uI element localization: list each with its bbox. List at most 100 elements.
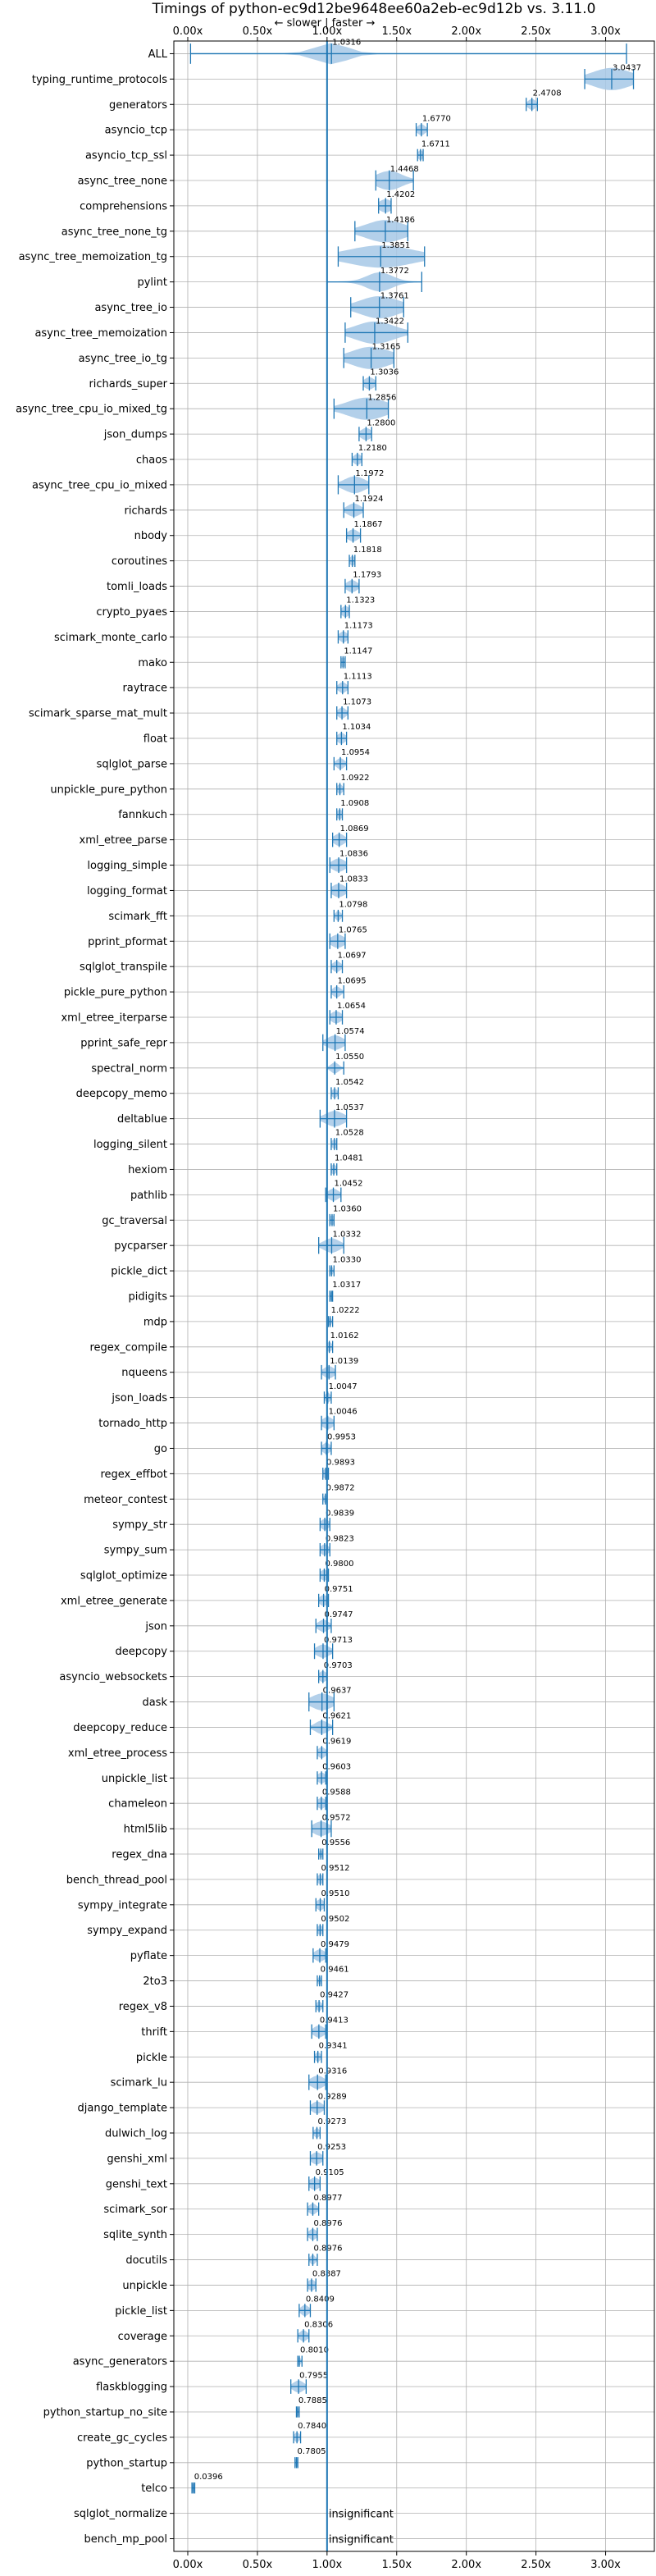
benchmark-name: sympy_expand [87,1925,167,1937]
benchmark-name: async_generators [73,2356,168,2368]
benchmark-row: go 0.9953 [154,1433,356,1455]
benchmark-rows: ALL 1.0316 typing_runtime_protocols 3.0437 g… [16,39,641,2551]
benchmark-row: async_tree_cpu_io_mixed 1.1972 [32,469,384,495]
value-label: 1.1793 [353,571,381,580]
value-label: 1.0317 [332,1281,361,1290]
value-label: 0.9603 [322,1762,351,1771]
benchmark-row: regex_v8 0.9427 [119,1991,348,2013]
x-tick-label-top: 1.50x [381,25,412,38]
benchmark-name: scimark_lu [111,2077,167,2090]
benchmark-row: chaos 1.2180 [136,444,387,466]
benchmark-name: flaskblogging [96,2382,167,2394]
benchmark-name: hexiom [128,1164,167,1176]
value-label: 2.4708 [533,89,562,98]
benchmark-name: coverage [118,2331,167,2343]
value-label: 0.9413 [320,2016,348,2026]
benchmark-row: pathlib 1.0452 [130,1180,363,1203]
benchmark-row: genshi_text 0.9105 [106,2168,344,2191]
value-label: 0.9253 [317,2143,346,2152]
benchmark-row: unpickle0.8887 [122,2270,341,2292]
benchmark-name: sqlglot_optimize [80,1570,167,1583]
benchmark-row: deepcopy_reduce 0.9621 [73,1712,351,1735]
benchmark-name: dulwich_log [105,2128,167,2140]
value-label: 1.0765 [339,925,367,934]
benchmark-row: logging_simple 1.0836 [87,850,368,874]
benchmark-row: pickle 0.9341 [136,2041,348,2063]
benchmark-row: sympy_expand 0.9502 [87,1915,349,1937]
benchmark-row: meteor_contest 0.9872 [84,1483,355,1505]
benchmark-row: deepcopy 0.9713 [115,1636,353,1660]
x-tick-label-top: 0.00x [173,25,203,38]
benchmark-name: telco [141,2482,167,2495]
benchmark-name: sqlglot_transpile [80,961,167,974]
benchmark-name: meteor_contest [84,1494,167,1506]
benchmark-row: json_dumps 1.2800 [103,418,395,441]
benchmark-name: logging_silent [93,1139,167,1151]
benchmark-row: pprint_pformat 1.0765 [88,925,367,949]
value-label: 1.3036 [370,368,399,377]
value-label: 1.0139 [330,1357,358,1366]
benchmark-row: async_generators 0.8010 [73,2345,329,2368]
benchmark-name: fannkuch [118,809,167,821]
benchmark-row: sqlglot_transpile 1.0697 [80,951,367,973]
value-label: 0.9479 [321,1940,349,1949]
insignificant-label: insignificant [329,2534,394,2546]
benchmark-row: typing_runtime_protocols 3.0437 [32,64,641,90]
benchmark-row: asyncio_tcp_ssl 1.6711 [85,139,450,162]
benchmark-name: go [154,1443,167,1455]
benchmark-row: bench_mp_pool insignificant [84,2533,393,2546]
benchmark-row: deepcopy_memo 1.0542 [76,1078,364,1100]
value-label: 1.1972 [355,469,384,478]
benchmark-name: sqlglot_parse [97,758,167,770]
benchmark-name: comprehensions [80,200,167,212]
value-label: 0.9588 [322,1788,351,1797]
x-tick-label-top: 1.00x [312,25,343,38]
benchmark-row: regex_effbot 0.9893 [100,1459,355,1481]
value-label: 0.9273 [317,2117,346,2126]
benchmark-row: sqlite_synth 0.8976 [103,2219,342,2241]
benchmark-name: xml_etree_parse [80,834,167,847]
value-label: 0.9572 [322,1813,351,1822]
benchmark-name: spectral_norm [91,1062,167,1075]
value-label: 0.9872 [326,1483,355,1492]
x-tick-label-bottom: 3.00x [590,2559,621,2571]
x-tick-label-top: 2.50x [521,25,551,38]
benchmark-name: xml_etree_process [68,1747,167,1760]
benchmark-name: async_tree_none [78,176,167,188]
benchmark-name: unpickle_list [102,1773,167,1785]
benchmark-row: sqlglot_normalize insignificant [74,2508,394,2521]
x-tick-label-bottom: 2.50x [521,2559,551,2571]
benchmark-name: pickle_pure_python [64,987,167,999]
benchmark-name: chaos [136,454,167,467]
value-label: 1.0954 [341,748,370,757]
benchmark-row: flaskblogging 0.7955 [96,2371,328,2394]
benchmark-name: scimark_fft [108,911,167,923]
value-label: 1.0908 [340,799,369,808]
value-label: 1.0697 [338,951,367,960]
benchmark-row: async_tree_memoization 1.3422 [34,317,409,344]
x-tick-label-bottom: 2.00x [451,2559,481,2571]
benchmark-row: 2to3 0.9461 [143,1966,348,1988]
benchmark-row: gc_traversal 1.0360 [102,1204,362,1226]
benchmark-name: richards_super [89,378,167,391]
benchmark-name: html5lib [124,1824,167,1836]
value-label: 0.7840 [298,2422,326,2431]
benchmark-name: sympy_sum [104,1545,167,1557]
value-label: 0.9953 [327,1433,356,1442]
benchmark-name: sqlglot_normalize [74,2508,167,2520]
benchmark-name: coroutines [112,555,167,568]
benchmark-row: unpickle_pure_python 1.0922 [50,774,369,796]
benchmark-row: generators 2.4708 [109,89,562,111]
benchmark-row: pickle_list 0.8409 [115,2295,335,2318]
benchmark-row: pycparser 1.0332 [114,1230,361,1254]
value-label: 1.0481 [335,1154,363,1163]
value-label: 1.2800 [367,418,395,427]
benchmark-row: xml_etree_process 0.9619 [68,1738,351,1760]
benchmark-name: json [144,1620,167,1633]
x-tick-label-top: 3.00x [590,25,621,38]
benchmark-row: django_template 0.9289 [78,2092,347,2115]
benchmark-name: async_tree_io_tg [79,353,167,365]
benchmark-name: typing_runtime_protocols [32,74,167,86]
value-label: 0.9839 [326,1509,354,1518]
